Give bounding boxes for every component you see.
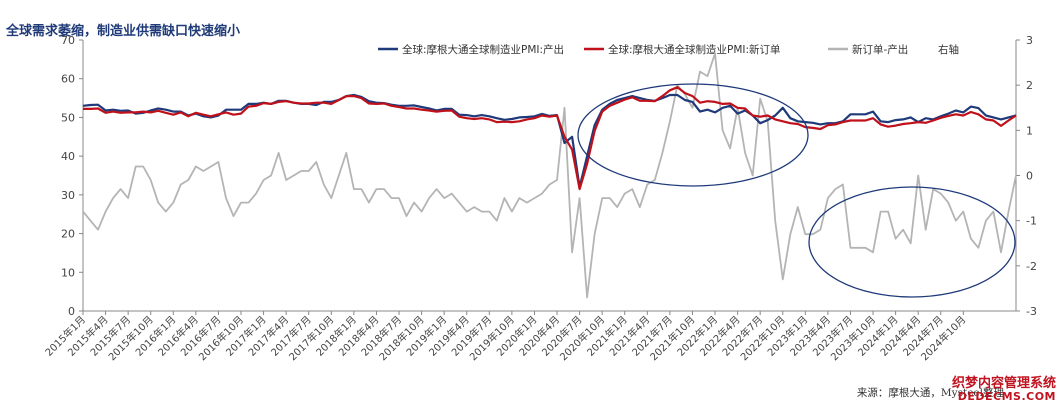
y-tick-label-right: -1 <box>1026 215 1037 228</box>
y-tick-label-left: 30 <box>61 189 75 202</box>
y-tick-label-right: 0 <box>1026 170 1033 183</box>
legend-label: 全球:摩根大通全球制造业PMI:产出 <box>402 43 564 56</box>
series-line <box>83 86 1017 191</box>
y-tick-label-right: 3 <box>1026 34 1033 47</box>
y-tick-label-right: 2 <box>1026 79 1033 92</box>
chart-title: 全球需求萎缩，制造业供需缺口快速缩小 <box>6 24 241 39</box>
legend-label: 全球:摩根大通全球制造业PMI:新订单 <box>608 43 781 56</box>
y-tick-label-left: 0 <box>68 305 75 318</box>
legend-group: 全球:摩根大通全球制造业PMI:产出 全球:摩根大通全球制造业PMI:新订单 新订单… <box>378 43 959 56</box>
y-tick-label-left: 10 <box>61 266 75 279</box>
axes-group: 010203040506070-3-2-101232015年1月2015年4月2… <box>42 34 1037 363</box>
highlight-ellipse-spread <box>808 186 1016 298</box>
y-tick-label-left: 20 <box>61 228 75 241</box>
series-line <box>82 52 1017 299</box>
right-axis-label: 右轴 <box>938 43 959 56</box>
series-line <box>82 93 1017 189</box>
highlight-ellipse-peak <box>577 83 809 187</box>
y-tick-label-left: 60 <box>61 73 75 86</box>
legend-label: 新订单-产出 <box>852 43 908 56</box>
y-tick-label-left: 70 <box>61 34 75 47</box>
y-tick-label-left: 40 <box>61 150 75 163</box>
y-tick-label-right: 1 <box>1026 124 1033 137</box>
y-tick-label-right: -3 <box>1026 305 1037 318</box>
annotation-group <box>577 83 1016 298</box>
y-tick-label-left: 50 <box>61 111 75 124</box>
series-group <box>82 52 1017 299</box>
watermark-domain: DEDECMS.COM <box>957 390 1056 403</box>
y-tick-label-right: -2 <box>1026 260 1037 273</box>
watermark-text: 织梦内容管理系统 <box>951 376 1056 391</box>
source-note: 来源：摩根大通，Mysteel整理 <box>856 387 1004 399</box>
